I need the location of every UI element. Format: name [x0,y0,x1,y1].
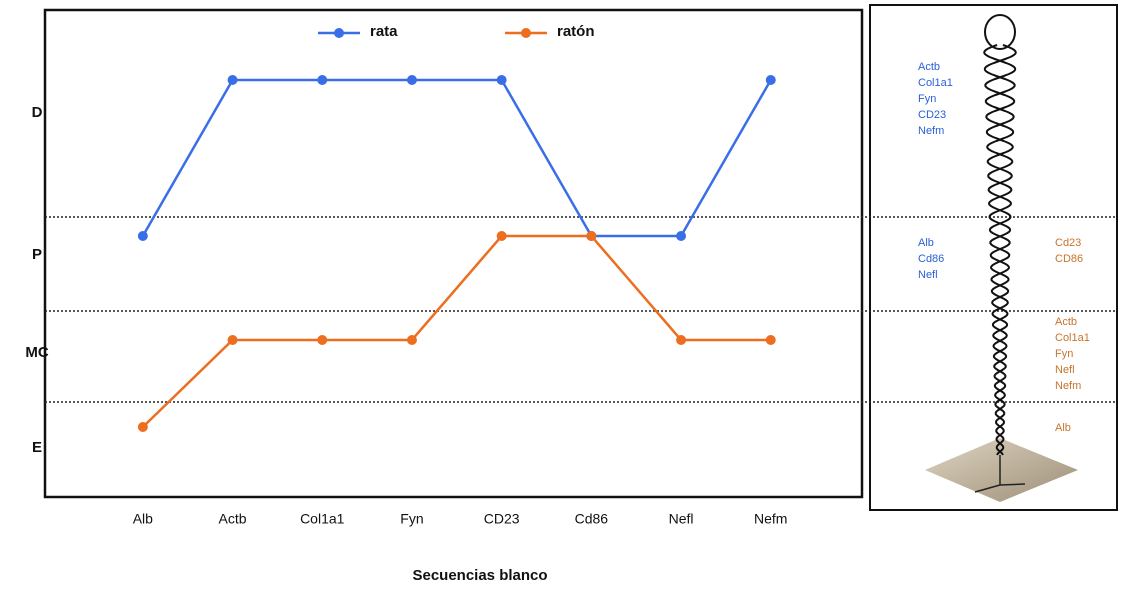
y-tick-label: MC [25,344,48,361]
gene-label: Actb [918,61,940,73]
x-tick-label: Cd86 [575,511,609,527]
data-point [137,422,148,432]
data-point [227,75,238,85]
data-point [586,231,597,241]
data-point [137,231,148,241]
y-tick-label: P [32,246,42,263]
x-tick-label: Fyn [400,511,423,527]
plot-frame [43,8,864,499]
gene-label: Actb [1055,316,1077,328]
data-point [317,335,328,345]
gene-label: Nefm [918,125,944,137]
x-tick-label: Nefm [754,511,787,527]
series-line [141,234,771,428]
legend-label: rata [370,23,398,40]
data-point [406,75,417,85]
x-axis-title: Secuencias blanco [412,567,547,584]
legend-label: ratón [557,23,595,40]
gene-label: Alb [1055,422,1071,434]
data-point [765,335,776,345]
data-point [676,335,687,345]
x-tick-label: Nefl [669,511,694,527]
data-point [227,335,238,345]
data-point [676,231,687,241]
gene-label: CD86 [1055,253,1083,265]
band-separators [45,216,1117,403]
data-point [406,335,417,345]
data-point [496,75,507,85]
helix-top [984,14,1016,50]
gene-label: Cd86 [918,253,944,265]
gene-label: Nefl [1055,364,1075,376]
x-tick-label: CD23 [484,511,520,527]
gene-label: Alb [918,237,934,249]
side-frame [869,4,1118,511]
gene-label: Nefm [1055,380,1081,392]
legend-marker [521,28,531,38]
gene-label: Col1a1 [1055,332,1090,344]
gene-label: Nefl [918,269,938,281]
gene-label: Cd23 [1055,237,1081,249]
data-point [317,75,328,85]
x-tick-label: Actb [219,511,247,527]
data-point [496,231,507,241]
data-point [765,75,776,85]
gene-label: Fyn [1055,348,1073,360]
helix-strand [983,44,1017,456]
series-line [141,78,772,238]
gene-label: Fyn [918,93,936,105]
y-tick-label: D [32,104,43,121]
helix-root [974,455,1026,493]
helix-strand [983,44,1017,456]
legend-marker [334,28,344,38]
x-tick-label: Col1a1 [300,511,345,527]
base [925,438,1078,502]
gene-label: CD23 [918,109,946,121]
x-tick-label: Alb [133,511,153,527]
gene-label: Col1a1 [918,77,953,89]
y-tick-label: E [32,439,42,456]
